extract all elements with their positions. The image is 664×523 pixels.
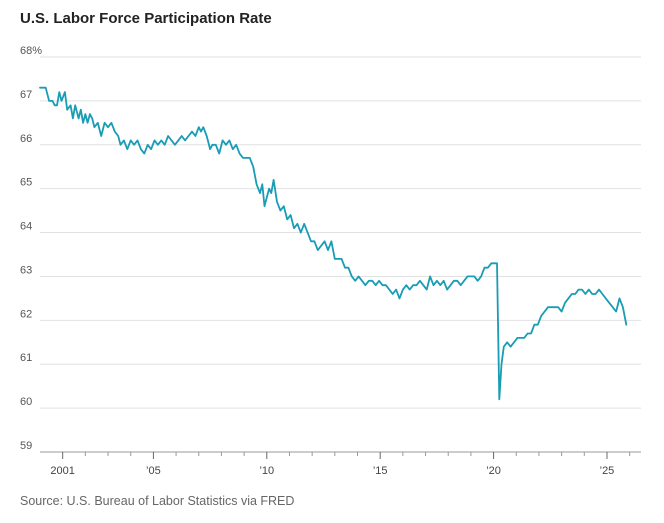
y-tick-label-65: 65 bbox=[20, 177, 32, 189]
x-tick-label-2005: ’05 bbox=[146, 465, 161, 477]
series-group bbox=[39, 86, 628, 401]
y-tick-label-68: 68% bbox=[20, 45, 42, 57]
y-tick-label-66: 66 bbox=[20, 133, 32, 145]
gridlines bbox=[40, 56, 641, 453]
x-tick-label-2010: ’10 bbox=[259, 465, 274, 477]
y-tick-label-63: 63 bbox=[20, 264, 32, 276]
y-tick-label-67: 67 bbox=[20, 89, 32, 101]
y-tick-label-62: 62 bbox=[20, 308, 32, 320]
source-note: Source: U.S. Bureau of Labor Statistics … bbox=[20, 494, 295, 508]
x-tick-label-2015: ’15 bbox=[373, 465, 388, 477]
y-axis-ticks: 59 60 61 62 63 64 65 66 67 68% bbox=[20, 45, 42, 452]
x-tick-label-2001: 2001 bbox=[50, 465, 74, 477]
x-tick-label-2025: ’25 bbox=[600, 465, 615, 477]
x-axis: 2001 ’05 ’10 ’15 ’20 ’25 bbox=[50, 452, 631, 477]
y-tick-label-59: 59 bbox=[20, 440, 32, 452]
series-line-0 bbox=[39, 86, 628, 401]
y-tick-label-61: 61 bbox=[20, 352, 32, 364]
y-tick-label-60: 60 bbox=[20, 396, 32, 408]
chart-title: U.S. Labor Force Participation Rate bbox=[20, 10, 272, 27]
x-tick-label-2020: ’20 bbox=[486, 465, 501, 477]
y-tick-label-64: 64 bbox=[20, 221, 32, 233]
